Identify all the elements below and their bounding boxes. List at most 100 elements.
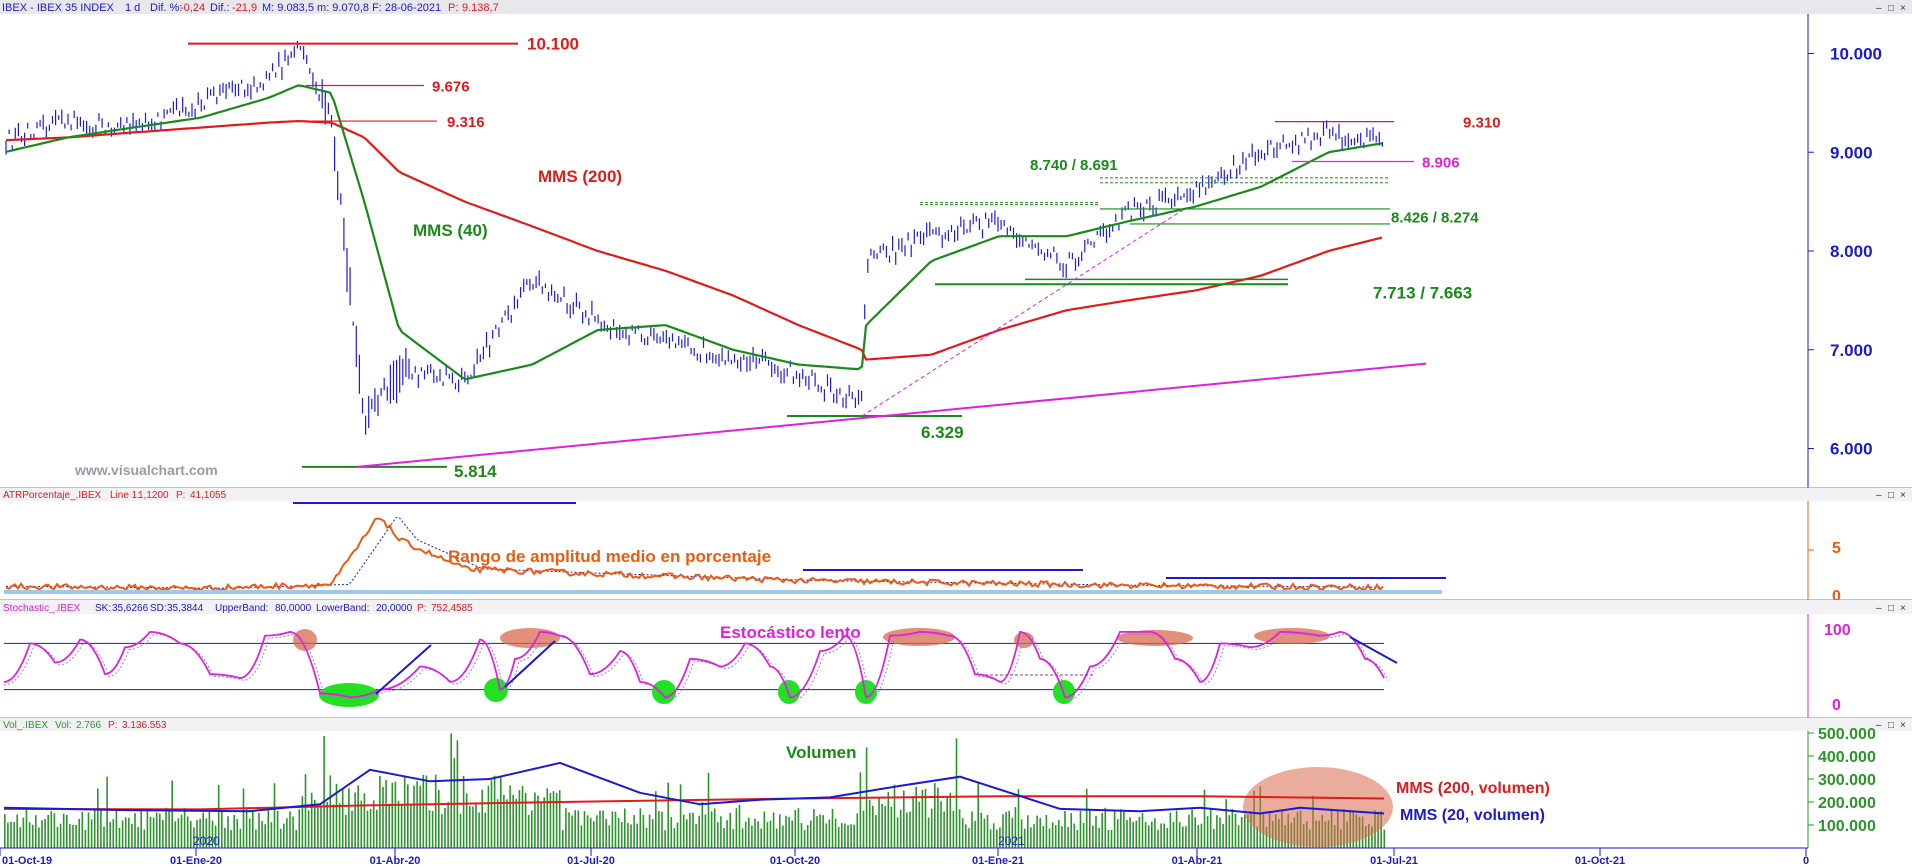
volume-bar	[580, 825, 583, 848]
volume-bar	[1225, 799, 1227, 848]
maximize-icon[interactable]: □	[1888, 490, 1894, 501]
volume-bar	[1104, 807, 1107, 848]
volume-bar	[599, 810, 601, 848]
volume-bar	[645, 827, 648, 848]
stoch-header-sk: 35,6266	[112, 603, 149, 614]
volume-bar	[1250, 811, 1252, 848]
volume-bar	[341, 788, 344, 848]
level-8906-label: 8.906	[1422, 155, 1460, 172]
volume-bar	[1076, 829, 1079, 848]
volume-bar	[890, 806, 893, 848]
atr-header-bar	[0, 488, 1912, 501]
volume-bar	[887, 792, 890, 848]
volume-bar	[515, 798, 518, 848]
volume-bar	[1371, 826, 1373, 848]
volume-bar	[1008, 810, 1010, 848]
volume-bar	[385, 779, 387, 848]
volume-bar	[422, 774, 425, 848]
volume-bar	[53, 813, 56, 848]
volume-bar	[757, 821, 759, 848]
volume-bar	[174, 821, 177, 848]
volume-bar	[1172, 821, 1175, 848]
volume-bar	[261, 821, 263, 848]
volume-bar	[1160, 823, 1162, 848]
volume-bar	[977, 782, 979, 848]
volume-bar	[1175, 810, 1178, 848]
volume-bar	[177, 818, 180, 848]
volume-bar	[1185, 826, 1187, 848]
volume-bar	[1023, 828, 1026, 848]
volume-bar	[292, 816, 294, 848]
volume-bar	[720, 816, 722, 848]
volume-bar	[447, 802, 449, 848]
volume-bar	[307, 810, 310, 848]
close-icon[interactable]: ×	[1900, 720, 1906, 731]
volume-bar	[571, 815, 573, 848]
price-window-controls[interactable]: – □ ×	[1876, 3, 1906, 14]
volume-bar	[828, 819, 831, 848]
volume-bar	[565, 808, 567, 848]
volume-bar	[1079, 810, 1082, 848]
minimize-icon[interactable]: –	[1876, 720, 1882, 731]
volume-bar	[314, 799, 316, 848]
volume-bar	[462, 775, 465, 848]
volume-bar	[1138, 816, 1141, 848]
volume-bar	[35, 815, 37, 848]
volume-bar	[475, 804, 477, 848]
close-icon[interactable]: ×	[1900, 603, 1906, 614]
maximize-icon[interactable]: □	[1888, 720, 1894, 731]
volume-bar	[252, 811, 254, 848]
close-icon[interactable]: ×	[1900, 3, 1906, 14]
volume-bar	[552, 791, 555, 848]
volume-bar	[859, 772, 862, 848]
stoch-header-name: Stochastic_.IBEX	[3, 603, 81, 614]
atr-header-p-label: P:	[176, 490, 185, 501]
volume-bar	[698, 815, 700, 848]
volume-bar	[1247, 814, 1249, 848]
stoch-window-controls[interactable]: – □ ×	[1876, 603, 1906, 614]
stoch-oversold-highlight	[652, 680, 676, 704]
volume-bar	[1042, 826, 1045, 848]
volume-bar	[958, 809, 961, 848]
volume-bar	[763, 811, 766, 848]
volume-bar	[912, 796, 914, 848]
volume-bar	[245, 808, 248, 848]
ma40-label: MMS (40)	[413, 221, 488, 240]
volume-bar	[794, 810, 797, 848]
atr-window-controls[interactable]: – □ ×	[1876, 490, 1906, 501]
volume-bar	[100, 808, 102, 848]
price-header-difpct: -0,24	[180, 2, 205, 14]
volume-window-controls[interactable]: – □ ×	[1876, 720, 1906, 731]
volume-bar	[1005, 811, 1007, 848]
atr-header-line-label: Line 1:	[110, 490, 140, 501]
volume-bar	[1020, 819, 1023, 848]
close-icon[interactable]: ×	[1900, 490, 1906, 501]
volume-bar	[159, 813, 161, 848]
stoch-oversold-highlight	[319, 683, 379, 707]
volume-bar	[608, 825, 611, 848]
minimize-icon[interactable]: –	[1876, 490, 1882, 501]
volume-bar	[735, 808, 738, 848]
stoch-annotation: Estocástico lento	[720, 623, 861, 642]
volume-bar	[103, 826, 105, 848]
level-7713-label: 7.713 / 7.663	[1373, 283, 1472, 302]
volume-bar	[527, 814, 530, 848]
volume-bar	[22, 817, 25, 848]
volume-bar	[199, 818, 201, 848]
volume-bar	[428, 810, 431, 848]
volume-bar	[1058, 820, 1060, 848]
volume-bar	[382, 786, 384, 848]
volume-bar	[611, 811, 614, 848]
volume-bar	[233, 814, 235, 848]
minimize-icon[interactable]: –	[1876, 603, 1882, 614]
volume-bar	[369, 808, 372, 848]
volume-bar	[230, 830, 232, 848]
minimize-icon[interactable]: –	[1876, 3, 1882, 14]
volume-bar	[961, 818, 964, 848]
maximize-icon[interactable]: □	[1888, 603, 1894, 614]
volume-bar	[1073, 823, 1076, 848]
maximize-icon[interactable]: □	[1888, 3, 1894, 14]
volume-bar	[1120, 809, 1122, 848]
volume-ma20-line	[3, 761, 1385, 815]
volume-bar	[493, 775, 496, 848]
